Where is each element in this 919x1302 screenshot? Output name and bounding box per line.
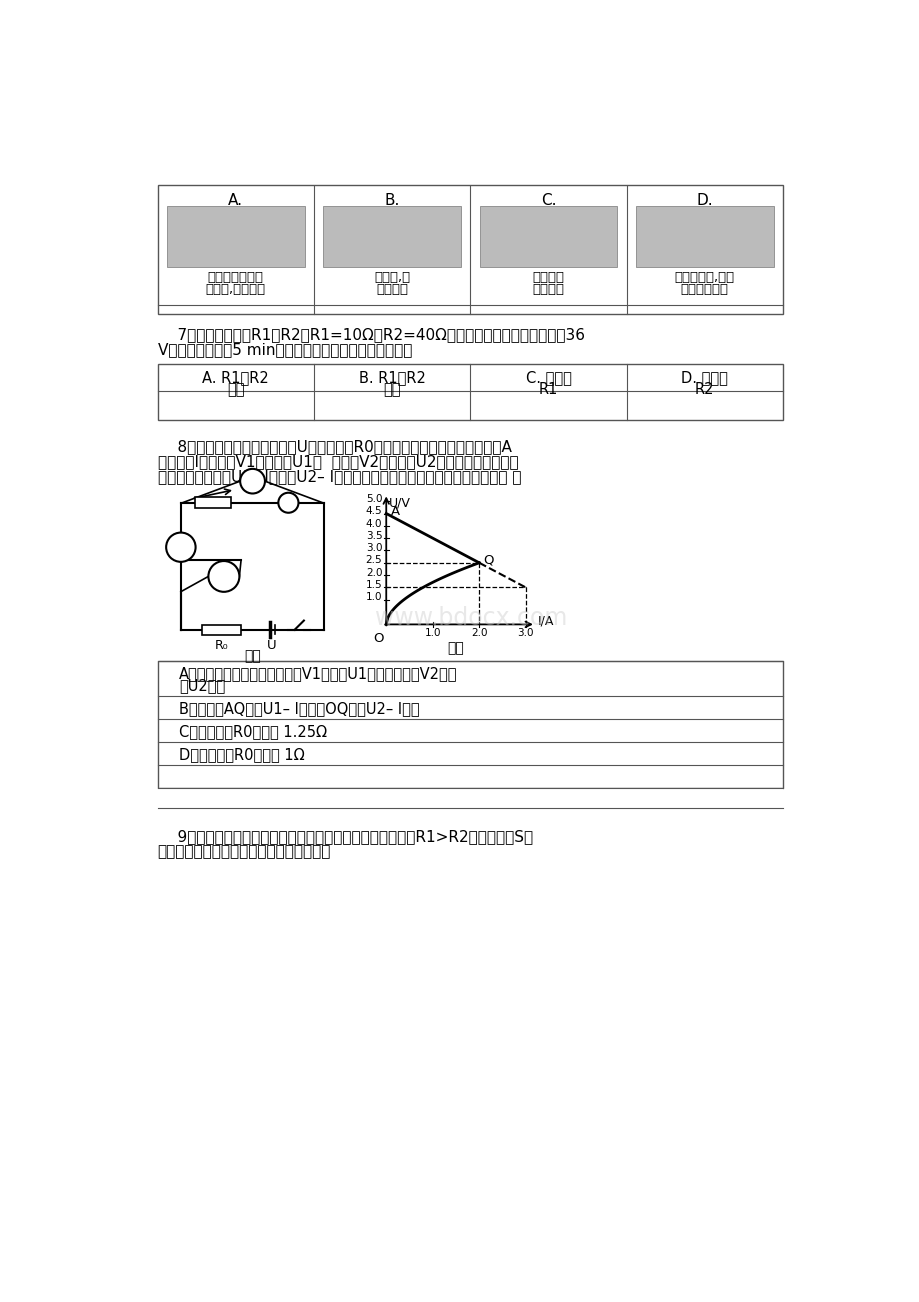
Text: O: O: [373, 631, 383, 644]
Text: 里用暖气取暖: 里用暖气取暖: [680, 283, 728, 296]
Text: B．图中，AQ表示U1– I图线，OQ表示U2– I图线: B．图中，AQ表示U1– I图线，OQ表示U2– I图线: [179, 702, 419, 716]
Circle shape: [166, 533, 196, 562]
Bar: [157, 660, 782, 789]
Bar: [157, 185, 782, 314]
Text: R2: R2: [695, 381, 714, 397]
Text: B. R1、R2: B. R1、R2: [358, 370, 425, 385]
Text: A: A: [176, 535, 186, 549]
Text: 5.0: 5.0: [366, 493, 382, 504]
Text: 些冰块,饮料变凉: 些冰块,饮料变凉: [206, 283, 266, 296]
Text: 3.5: 3.5: [366, 531, 382, 540]
Text: www.bdocx.com: www.bdocx.com: [375, 607, 567, 630]
Text: R₀: R₀: [215, 639, 228, 651]
Text: 1.5: 1.5: [366, 581, 382, 590]
Text: V₂: V₂: [244, 469, 260, 482]
Text: 太阳光下: 太阳光下: [532, 271, 564, 284]
Circle shape: [278, 492, 298, 513]
Text: C．定値电阻R0的阻値 1.25Ω: C．定値电阻R0的阻値 1.25Ω: [179, 724, 327, 740]
Text: 8．如图甲所示，电源电压为U保持不变，R0为定値电阻。闭合开关，电流表A: 8．如图甲所示，电源电压为U保持不变，R0为定値电阻。闭合开关，电流表A: [157, 439, 511, 454]
Text: A.: A.: [228, 193, 243, 208]
Text: V的电源上，通电5 min，电路中总功率最小的连接方式是: V的电源上，通电5 min，电路中总功率最小的连接方式是: [157, 342, 412, 358]
Bar: [479, 206, 617, 267]
Text: C. 只接入: C. 只接入: [525, 370, 571, 385]
Text: 柴被划燃: 柴被划燃: [376, 283, 408, 296]
Bar: [202, 625, 241, 635]
Text: I/A: I/A: [537, 615, 553, 628]
Text: D. 只接入: D. 只接入: [681, 370, 728, 385]
Text: D.: D.: [696, 193, 712, 208]
Text: 3.0: 3.0: [366, 543, 382, 553]
Bar: [157, 789, 782, 807]
Text: 晒干茶叶: 晒干茶叶: [532, 283, 564, 296]
Text: 图乙: 图乙: [448, 642, 464, 655]
Text: D．定値电阻R0的阻値 1Ω: D．定値电阻R0的阻値 1Ω: [179, 747, 304, 763]
Text: 的示数为I，电压表V1的示数为U1，  电压表V2的示数为U2．移动滑动变阔器得: 的示数为I，电压表V1的示数为U1， 电压表V2的示数为U2．移动滑动变阔器得: [157, 454, 517, 469]
Text: 2.5: 2.5: [366, 556, 382, 565]
Text: 在饮料中放入一: 在饮料中放入一: [208, 271, 264, 284]
Bar: [323, 206, 460, 267]
Text: U: U: [267, 639, 277, 652]
Text: 划火柴,火: 划火柴,火: [374, 271, 410, 284]
Text: Q: Q: [482, 553, 494, 566]
Text: 9．如图所示四个电路中，电源电压相同且恒定不变，电阻R1>R2．闭合开关S前: 9．如图所示四个电路中，电源电压相同且恒定不变，电阻R1>R2．闭合开关S前: [157, 829, 532, 844]
Text: A．当滑片向左滑动时，电压表V1的示数U1增大，电压表V2的示: A．当滑片向左滑动时，电压表V1的示数U1增大，电压表V2的示: [179, 667, 458, 681]
Text: 4.5: 4.5: [366, 506, 382, 516]
Text: 寒冷的冬天,房间: 寒冷的冬天,房间: [674, 271, 734, 284]
Text: 1.0: 1.0: [424, 629, 440, 638]
Text: 2.0: 2.0: [366, 568, 382, 578]
Text: 7．有两根电热丝R1和R2，R1=10Ω，R2=40Ω，采用下列四种方式分别接到36: 7．有两根电热丝R1和R2，R1=10Ω，R2=40Ω，采用下列四种方式分别接到…: [157, 327, 584, 342]
Text: U/V: U/V: [388, 496, 410, 509]
Text: 1.0: 1.0: [366, 592, 382, 603]
Text: V₁: V₁: [215, 564, 233, 577]
Text: 2.0: 2.0: [471, 629, 487, 638]
Text: 3.0: 3.0: [516, 629, 533, 638]
Text: R1: R1: [539, 381, 558, 397]
Text: C.: C.: [540, 193, 556, 208]
Text: 到在不同电流下的U1– I图线和U2– I图线，如图乙所示．则下列判断错误的是（ ）: 到在不同电流下的U1– I图线和U2– I图线，如图乙所示．则下列判断错误的是（…: [157, 470, 520, 484]
Circle shape: [240, 469, 265, 493]
Text: 串联: 串联: [227, 381, 244, 397]
Circle shape: [209, 561, 239, 592]
Text: 数U2减小: 数U2减小: [179, 678, 225, 693]
Text: 并联: 并联: [383, 381, 401, 397]
Text: 4.0: 4.0: [366, 518, 382, 529]
Text: 图甲: 图甲: [244, 648, 261, 663]
Text: A: A: [391, 505, 400, 518]
Text: B.: B.: [384, 193, 400, 208]
Bar: [157, 365, 782, 419]
Bar: [635, 206, 773, 267]
Bar: [195, 497, 231, 508]
Text: A. R1、R2: A. R1、R2: [202, 370, 269, 385]
Text: 后，电压表的示数变化値大小相同的一组是: 后，电压表的示数变化値大小相同的一组是: [157, 845, 331, 859]
Bar: [166, 206, 304, 267]
